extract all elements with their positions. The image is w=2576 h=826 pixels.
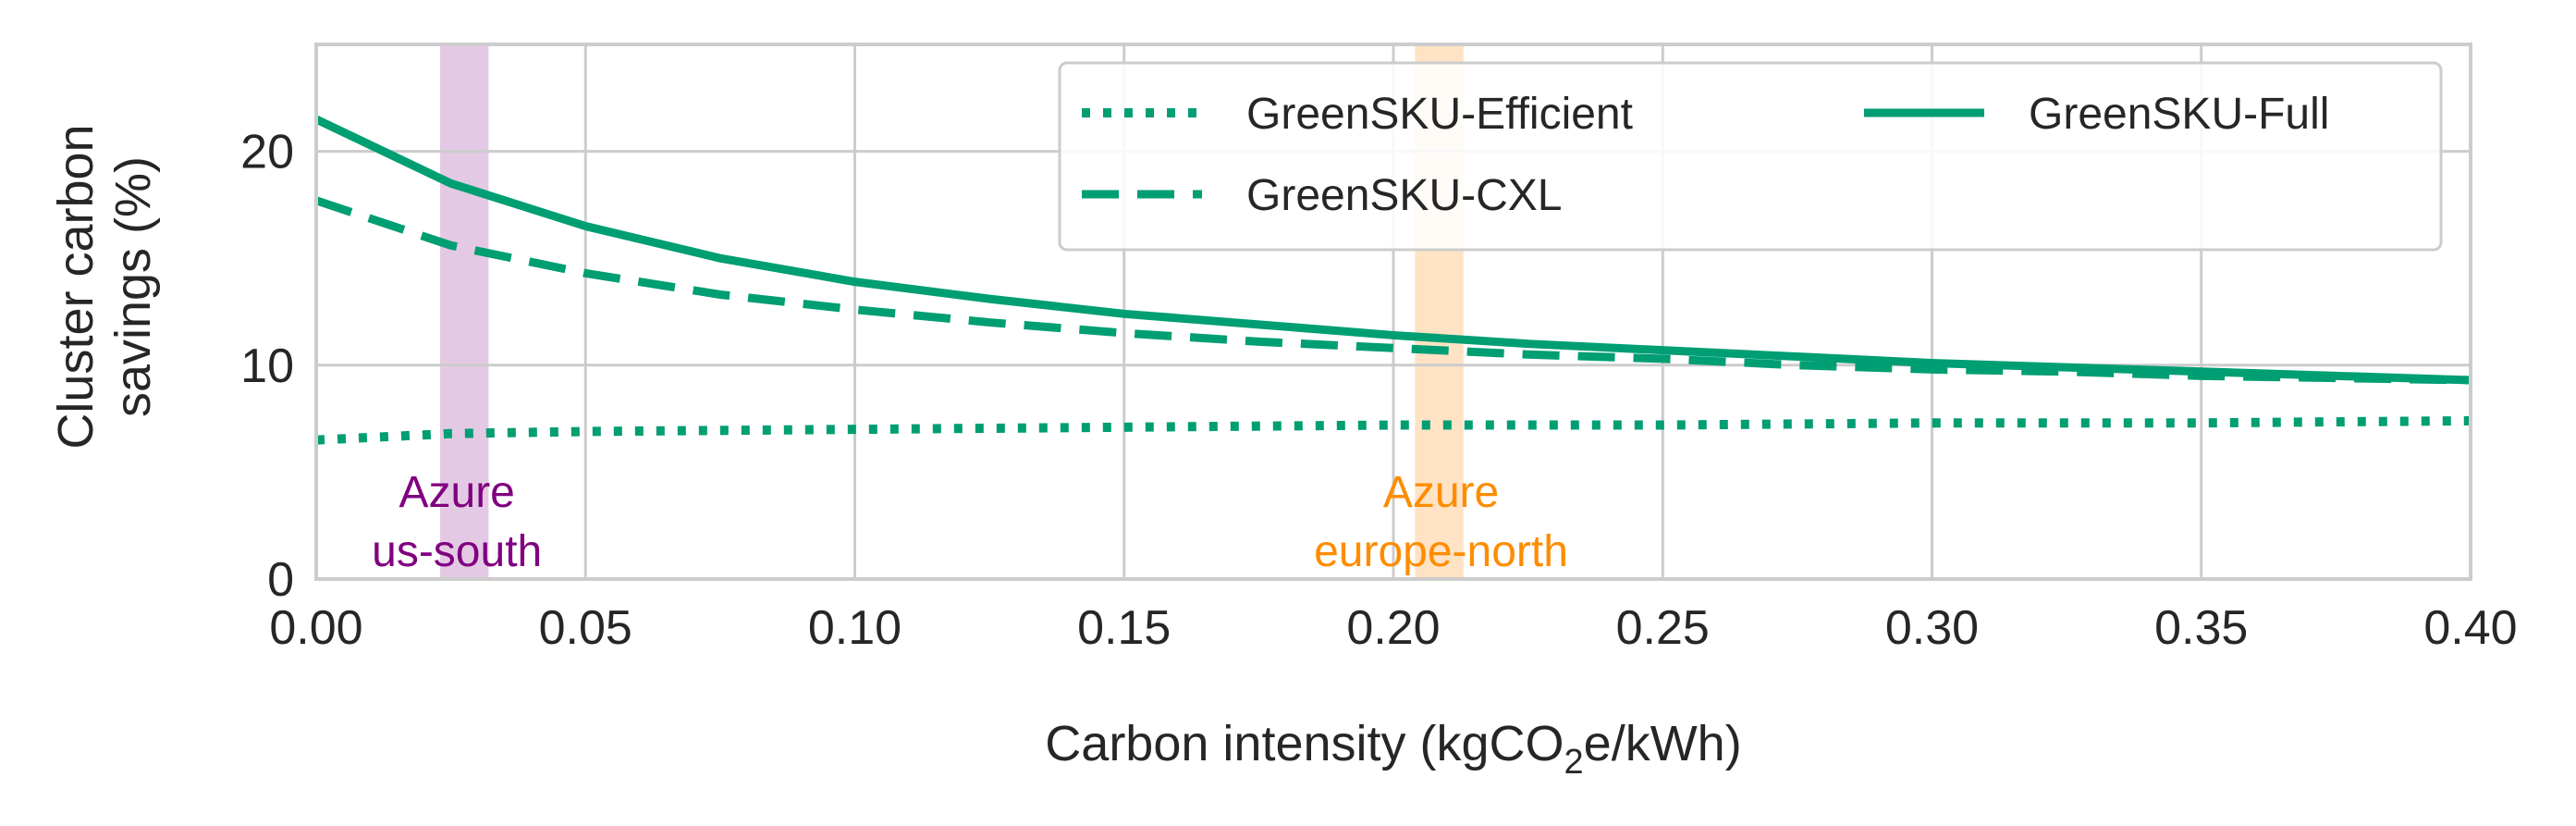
y-tick-label: 20 — [240, 126, 294, 179]
region-labels: Azure us-south Azure europe-north — [372, 468, 1568, 576]
region-label-line2: europe-north — [1314, 527, 1568, 576]
series-line-greensku-efficient — [315, 415, 2472, 445]
series-line-greensku-cxl — [314, 196, 2472, 385]
x-axis-label-tail: e/kWh) — [1584, 716, 1742, 771]
legend: GreenSKU-Efficient GreenSKU-Full GreenSKU-… — [1058, 61, 2443, 252]
y-tick-labels: 0 10 20 — [240, 126, 294, 607]
x-tick-label: 0.40 — [2423, 601, 2517, 655]
y-axis-label-line2: savings (%) — [105, 156, 161, 417]
x-axis-label-main: Carbon intensity (kgCO — [1045, 716, 1564, 771]
region-label-line2: us-south — [372, 527, 542, 576]
region-label-line1: Azure — [1383, 468, 1499, 517]
x-tick-label: 0.05 — [539, 601, 632, 655]
y-axis-label-line1: Cluster carbon — [48, 124, 104, 449]
x-tick-label: 0.35 — [2154, 601, 2248, 655]
region-label-line1: Azure — [399, 468, 514, 517]
x-axis-label: Carbon intensity (kgCO2e/kWh) — [1045, 716, 1741, 782]
x-tick-label: 0.20 — [1346, 601, 1440, 655]
y-tick-label: 0 — [267, 553, 294, 607]
region-band-0 — [439, 44, 489, 579]
x-tick-label: 0.00 — [269, 601, 362, 655]
x-tick-labels: 0.00 0.05 0.10 0.15 0.20 0.25 0.30 0.35 0.40 — [269, 601, 2517, 655]
x-tick-label: 0.30 — [1885, 601, 1979, 655]
series-lines — [314, 115, 2472, 445]
plot-frame — [314, 43, 2472, 581]
legend-label: GreenSKU-Efficient — [1246, 90, 1633, 139]
y-tick-label: 10 — [240, 339, 294, 393]
legend-box — [1058, 61, 2443, 252]
x-tick-label: 0.10 — [808, 601, 902, 655]
legend-label: GreenSKU-Full — [2029, 90, 2329, 139]
series-line-greensku-full — [314, 115, 2472, 385]
x-axis-label-subscript: 2 — [1564, 743, 1584, 782]
legend-label: GreenSKU-CXL — [1246, 171, 1562, 220]
x-tick-label: 0.25 — [1616, 601, 1710, 655]
x-tick-label: 0.15 — [1077, 601, 1171, 655]
